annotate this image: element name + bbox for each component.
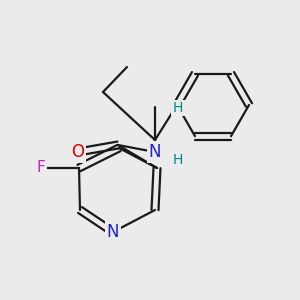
- Text: N: N: [107, 223, 119, 241]
- Text: H: H: [173, 101, 183, 115]
- Text: H: H: [173, 153, 183, 167]
- Text: F: F: [37, 160, 45, 175]
- Text: O: O: [71, 143, 85, 161]
- Text: N: N: [149, 143, 161, 161]
